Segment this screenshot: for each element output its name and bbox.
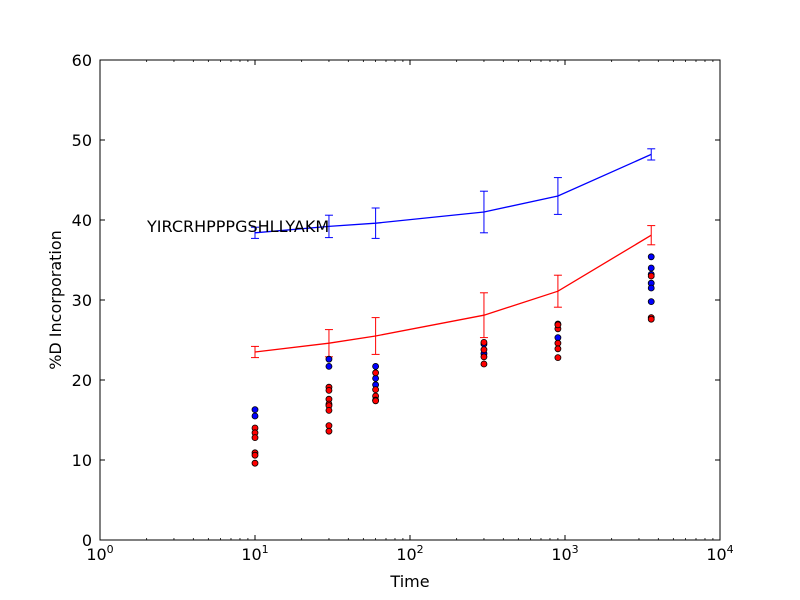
data-point xyxy=(325,355,333,363)
y-tick-label: 0 xyxy=(82,531,92,550)
y-axis-label: %D Incorporation xyxy=(46,230,65,370)
data-point xyxy=(372,374,380,382)
data-point xyxy=(325,386,333,394)
data-point xyxy=(647,264,655,272)
data-point xyxy=(647,315,655,323)
series-line-0 xyxy=(254,153,652,234)
y-tick-label: 30 xyxy=(72,291,92,310)
data-point xyxy=(372,362,380,370)
data-point xyxy=(251,434,259,442)
y-tick-label: 60 xyxy=(72,51,92,70)
x-tick-label: 102 xyxy=(396,543,423,564)
y-tick-label: 40 xyxy=(72,211,92,230)
data-point xyxy=(647,298,655,306)
y-tick-label: 50 xyxy=(72,131,92,150)
axis-ticks: 100 101 102 103 104 0 10 20 30 40 50 60 xyxy=(72,51,734,564)
y-tick-label: 10 xyxy=(72,451,92,470)
data-point xyxy=(554,321,562,329)
data-point xyxy=(554,339,562,347)
data-point xyxy=(325,406,333,414)
data-point xyxy=(554,334,562,342)
data-point xyxy=(251,459,259,467)
data-point xyxy=(251,451,259,459)
data-point xyxy=(647,284,655,292)
x-axis-label: Time xyxy=(389,572,429,591)
y-tick-label: 20 xyxy=(72,371,92,390)
data-point xyxy=(647,253,655,261)
peptide-annotation: YIRCRHPPPGSHLLYAKM xyxy=(146,217,329,236)
data-point xyxy=(251,412,259,420)
data-point xyxy=(251,406,259,414)
data-point xyxy=(480,360,488,368)
data-point xyxy=(325,362,333,370)
series-line-1 xyxy=(254,234,652,353)
data-point xyxy=(480,353,488,361)
data-point xyxy=(325,427,333,435)
plot-area xyxy=(251,148,656,467)
x-tick-label: 101 xyxy=(241,543,268,564)
data-point xyxy=(554,354,562,362)
data-point xyxy=(647,272,655,280)
data-point xyxy=(480,346,488,354)
x-tick-label: 103 xyxy=(551,543,578,564)
x-tick-label: 104 xyxy=(706,543,733,564)
data-point xyxy=(372,369,380,377)
x-tick-label: 100 xyxy=(86,543,113,564)
data-point xyxy=(372,397,380,405)
data-point xyxy=(554,345,562,353)
data-point xyxy=(372,386,380,394)
data-point xyxy=(480,338,488,346)
data-point xyxy=(325,422,333,430)
